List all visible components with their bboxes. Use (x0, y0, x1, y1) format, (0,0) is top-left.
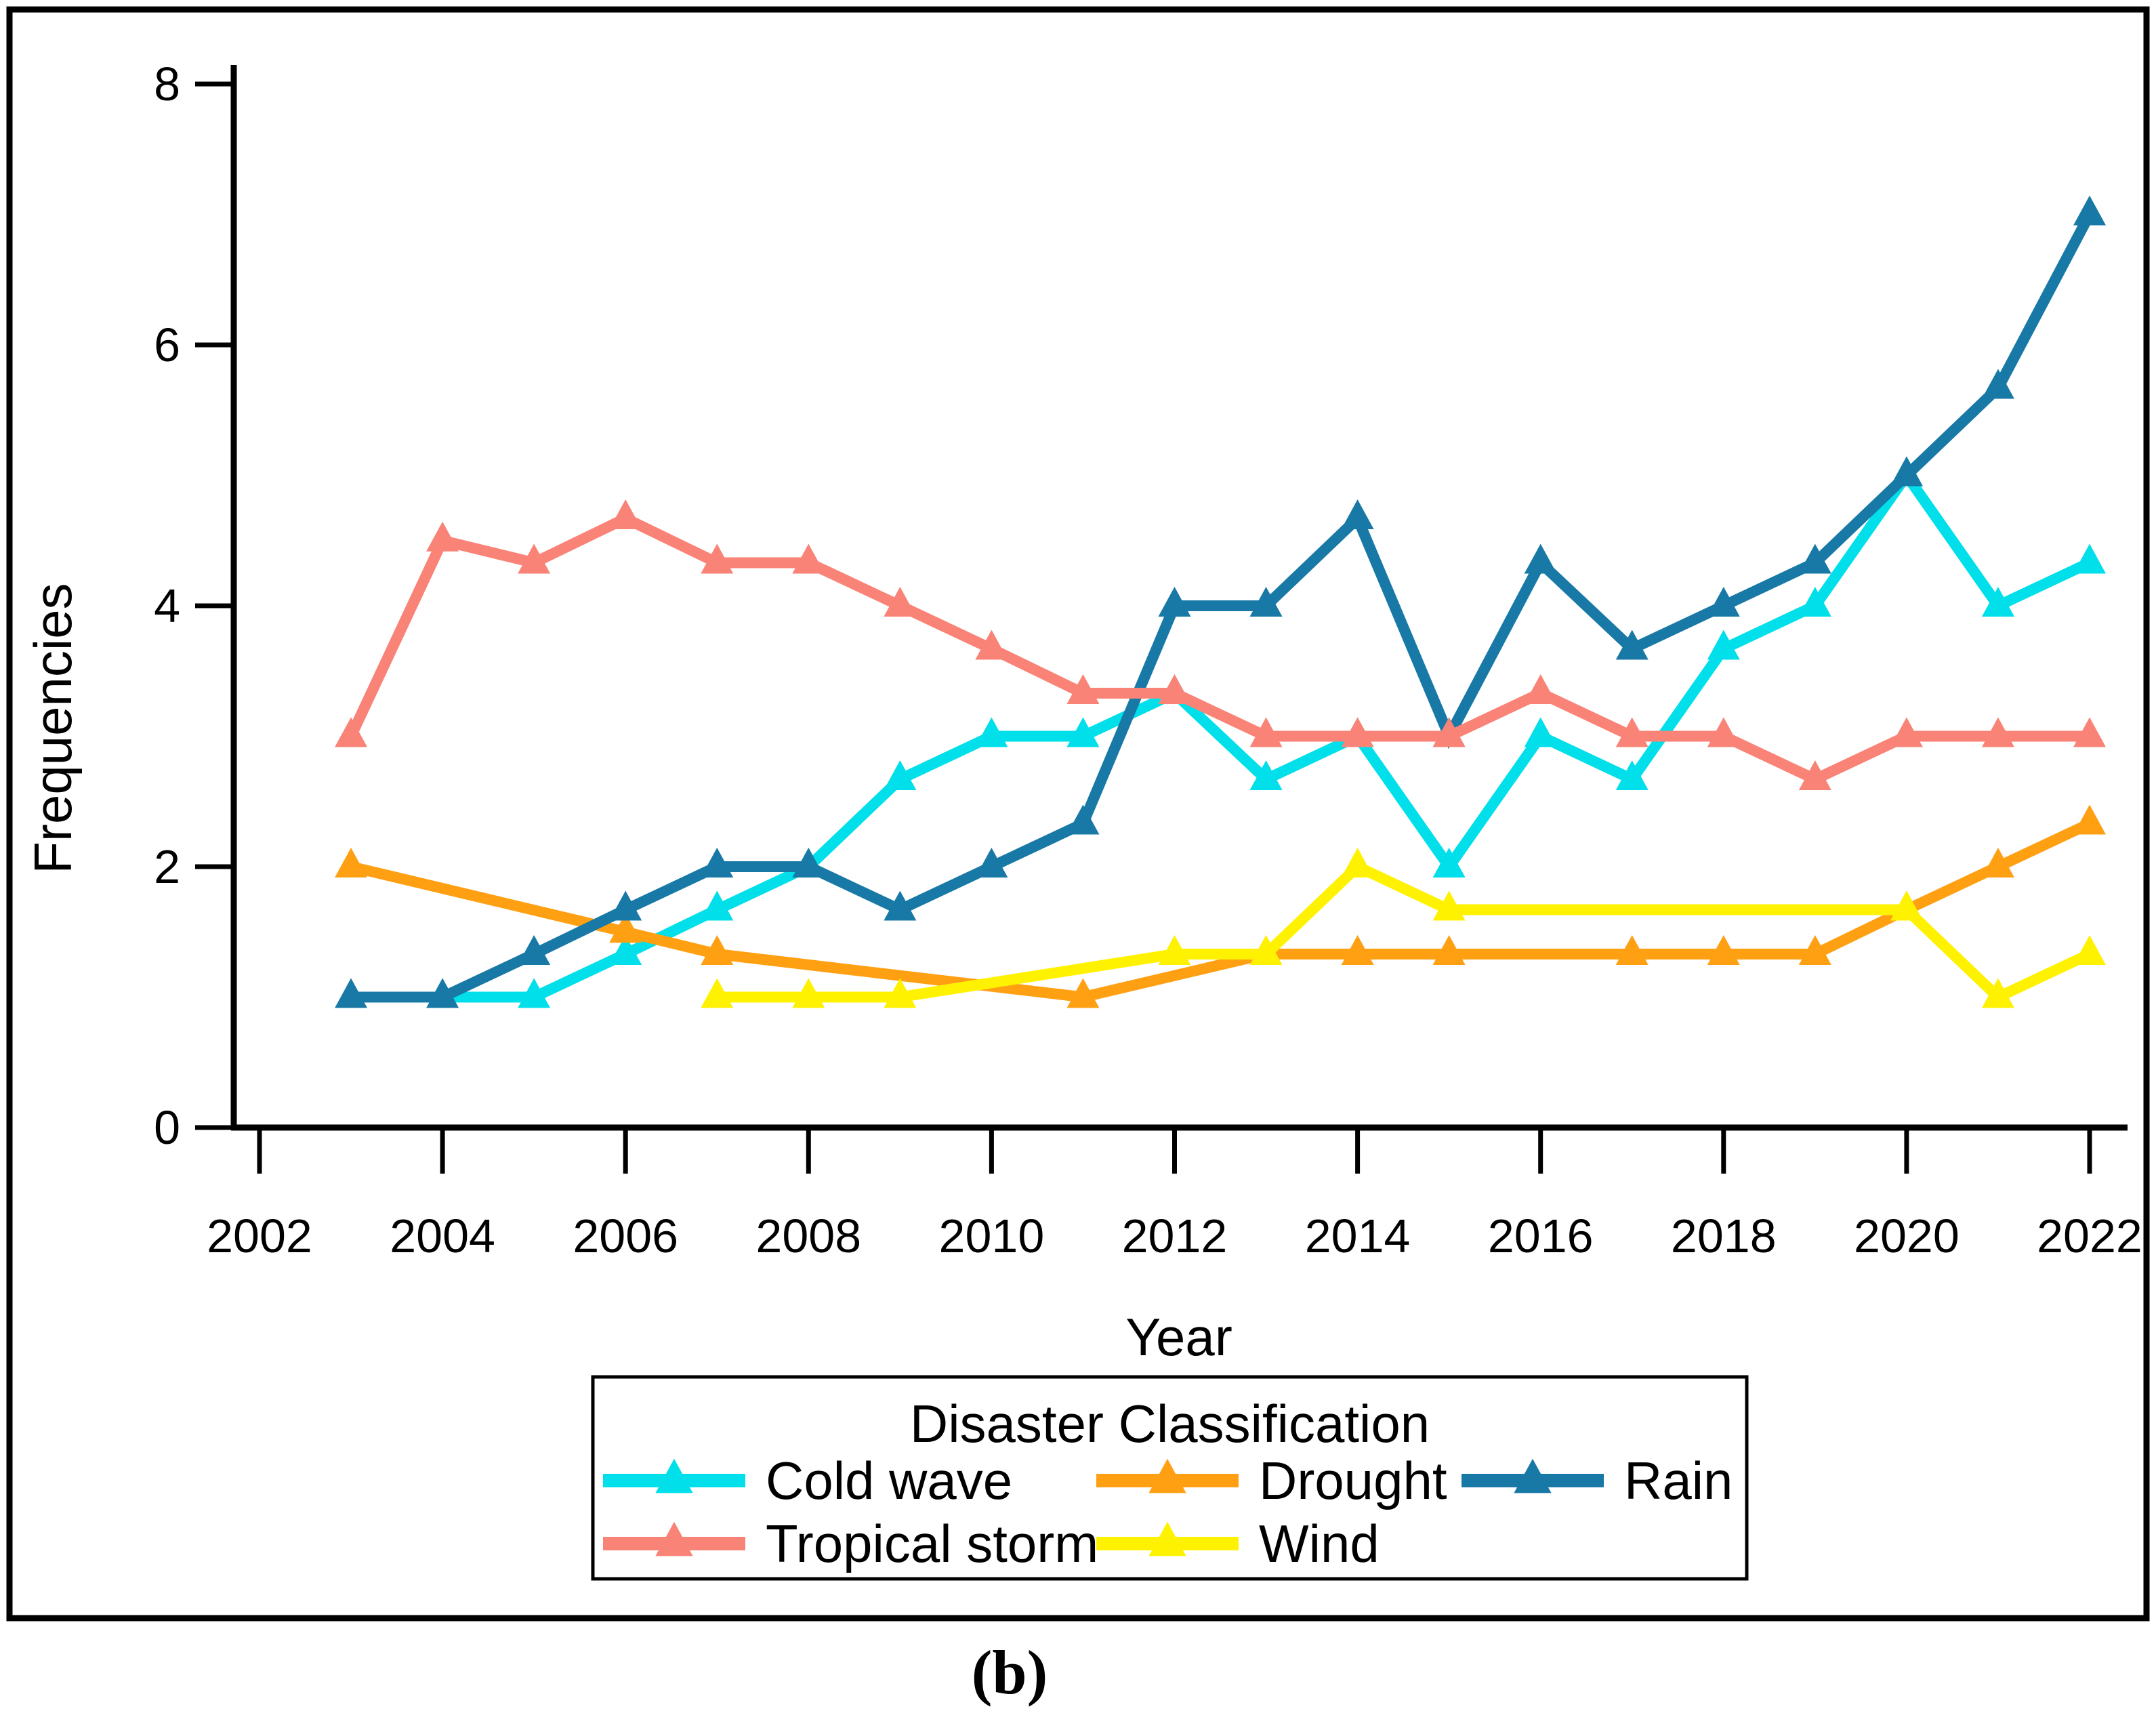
y-tick-label: 0 (154, 1101, 180, 1154)
x-tick-label: 2012 (1122, 1210, 1228, 1262)
legend-swatch-marker-icon (1148, 1521, 1186, 1556)
legend-item-cold-wave: Cold wave (603, 1451, 1012, 1510)
x-tick-label: 2010 (939, 1210, 1045, 1262)
series-markers-tropical-storm (335, 499, 2106, 791)
x-tick-label: 2016 (1488, 1210, 1594, 1262)
legend-label: Cold wave (766, 1451, 1012, 1510)
y-tick-label: 2 (154, 840, 180, 893)
legend-swatch-marker-icon (655, 1458, 693, 1493)
x-tick-label: 2006 (573, 1210, 678, 1262)
series-line-wind (717, 860, 2092, 1004)
legend-swatch-marker-icon (1148, 1458, 1186, 1493)
series-line-rain (351, 211, 2095, 1003)
y-tick-label: 6 (154, 318, 180, 371)
legend-label: Rain (1624, 1451, 1733, 1510)
y-tick-label: 4 (154, 579, 180, 632)
figure-border (6, 6, 2150, 1622)
x-tick-label: 2008 (755, 1210, 861, 1262)
legend-item-rain: Rain (1461, 1451, 1733, 1510)
legend-swatch-marker-icon (1514, 1458, 1552, 1493)
y-axis-title: Frequencies (23, 583, 83, 873)
x-tick-label: 2022 (2037, 1210, 2142, 1262)
x-tick-label: 2018 (1671, 1210, 1777, 1262)
series-markers-wind (701, 848, 2106, 1008)
y-tick-label: 8 (154, 58, 180, 110)
x-axis-title: Year (1125, 1307, 1232, 1367)
legend-label: Tropical storm (766, 1514, 1098, 1573)
legend-label: Wind (1259, 1514, 1380, 1573)
series-line-tropical-storm (346, 512, 2090, 785)
x-tick-label: 2004 (390, 1210, 495, 1262)
legend-item-tropical-storm: Tropical storm (603, 1514, 1098, 1573)
figure-caption: (b) (971, 1638, 1048, 1707)
legend-item-wind: Wind (1096, 1514, 1380, 1573)
legend-label: Drought (1259, 1451, 1447, 1510)
x-tick-label: 2002 (207, 1210, 312, 1262)
series-markers-rain (335, 195, 2106, 1008)
x-tick-label: 2020 (1854, 1210, 1960, 1262)
legend-swatch-marker-icon (655, 1521, 693, 1556)
x-tick-label: 2014 (1305, 1210, 1411, 1262)
legend-item-drought: Drought (1096, 1451, 1447, 1510)
legend-title: Disaster Classification (910, 1394, 1430, 1453)
